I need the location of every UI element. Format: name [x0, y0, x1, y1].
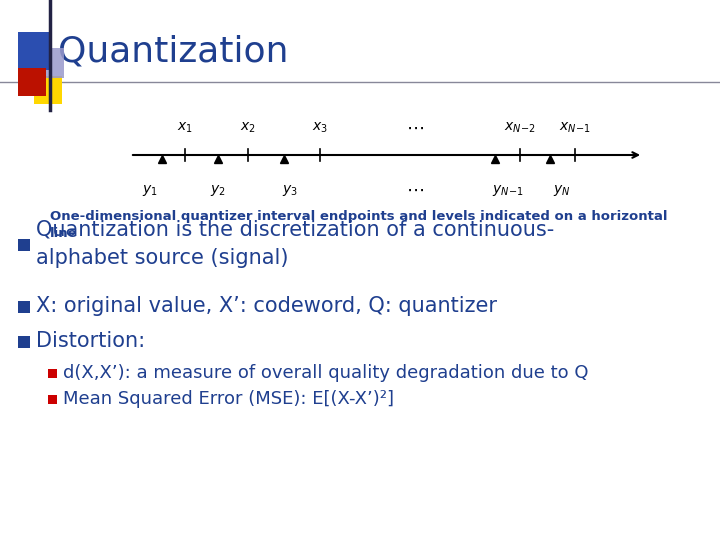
Bar — [18, 68, 46, 96]
Text: $\cdots$: $\cdots$ — [406, 181, 424, 199]
Text: Quantization is the discretization of a continuous-
alphabet source (signal): Quantization is the discretization of a … — [36, 220, 554, 268]
Text: Mean Squared Error (MSE): E[(X-X’)²]: Mean Squared Error (MSE): E[(X-X’)²] — [63, 390, 394, 408]
Text: $\mathit{x}_1$: $\mathit{x}_1$ — [177, 120, 193, 135]
Bar — [18, 239, 30, 251]
Text: $\mathit{x}_3$: $\mathit{x}_3$ — [312, 120, 328, 135]
Text: $\mathit{y}_1$: $\mathit{y}_1$ — [142, 183, 158, 198]
Text: One-dimensional quantizer interval endpoints and levels indicated on a horizonta: One-dimensional quantizer interval endpo… — [50, 210, 667, 240]
Bar — [18, 301, 30, 313]
Text: $\mathit{x}_{N\!-\!1}$: $\mathit{x}_{N\!-\!1}$ — [559, 120, 591, 135]
Bar — [36, 48, 64, 78]
Bar — [18, 336, 30, 348]
Text: d(X,X’): a measure of overall quality degradation due to Q: d(X,X’): a measure of overall quality de… — [63, 364, 588, 382]
Text: $\mathit{x}_{N\!-\!2}$: $\mathit{x}_{N\!-\!2}$ — [504, 120, 536, 135]
Text: $\mathit{x}_2$: $\mathit{x}_2$ — [240, 120, 256, 135]
Text: Quantization: Quantization — [58, 35, 289, 69]
Bar — [18, 32, 50, 70]
Bar — [48, 369, 57, 378]
Bar — [48, 395, 57, 404]
Text: $\cdots$: $\cdots$ — [406, 119, 424, 137]
Text: $\mathit{y}_{N\!-\!1}$: $\mathit{y}_{N\!-\!1}$ — [492, 183, 524, 198]
Bar — [34, 76, 62, 104]
Text: $\mathit{y}_N$: $\mathit{y}_N$ — [553, 183, 571, 198]
Text: $\mathit{y}_3$: $\mathit{y}_3$ — [282, 183, 298, 198]
Text: Distortion:: Distortion: — [36, 331, 145, 351]
Text: $\mathit{y}_2$: $\mathit{y}_2$ — [210, 183, 226, 198]
Text: X: original value, X’: codeword, Q: quantizer: X: original value, X’: codeword, Q: quan… — [36, 296, 497, 316]
